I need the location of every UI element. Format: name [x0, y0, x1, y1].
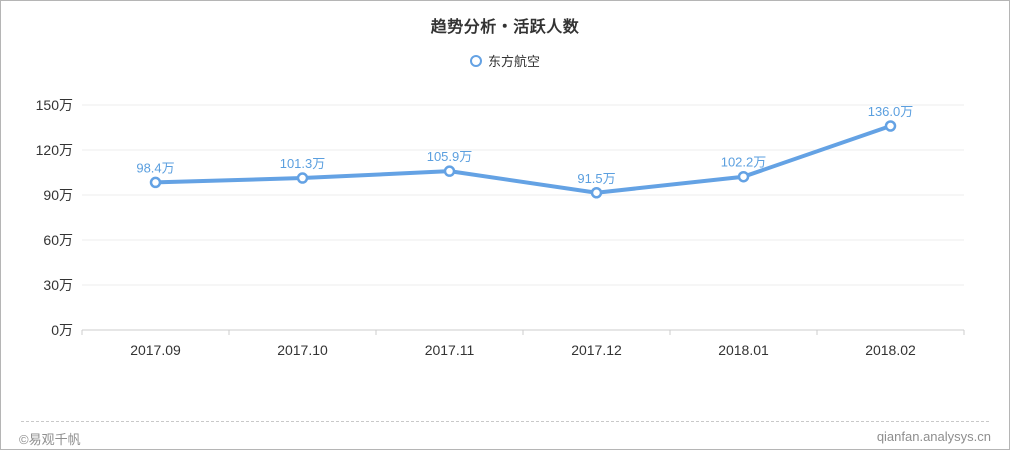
data-point[interactable] — [296, 172, 309, 184]
data-label: 98.4万 — [136, 160, 174, 175]
data-label: 102.2万 — [721, 155, 767, 170]
data-point[interactable] — [590, 187, 603, 199]
data-point[interactable] — [737, 170, 750, 183]
data-label: 91.5万 — [577, 171, 615, 186]
y-axis-label: 30万 — [43, 277, 73, 293]
series-line — [153, 124, 893, 195]
y-axis-label: 90万 — [43, 187, 73, 203]
legend-circle-icon — [469, 54, 482, 67]
y-axis-label: 0万 — [51, 322, 73, 338]
data-label: 101.3万 — [280, 156, 326, 171]
x-axis-label: 2017.10 — [277, 342, 328, 358]
x-axis-label: 2017.09 — [130, 342, 181, 358]
legend-row: 东方航空 — [1, 51, 1009, 70]
data-label: 105.9万 — [427, 149, 473, 164]
x-axis-label: 2018.02 — [865, 342, 916, 358]
site-link[interactable]: qianfan.analysys.cn — [876, 429, 991, 444]
data-point[interactable] — [443, 165, 456, 177]
y-axis-label: 60万 — [43, 232, 73, 248]
data-point[interactable] — [149, 176, 162, 189]
footer-divider — [21, 421, 989, 422]
x-axis-label: 2018.01 — [718, 342, 769, 358]
y-axis-label: 150万 — [36, 97, 73, 113]
x-axis-label: 2017.11 — [425, 342, 475, 358]
y-axis-label: 120万 — [36, 142, 73, 158]
copyright-text: ©易观千帆 — [19, 432, 81, 447]
data-label: 136.0万 — [868, 104, 914, 119]
x-axis-label: 2017.12 — [571, 342, 622, 358]
data-point[interactable] — [884, 120, 897, 132]
legend-item-dongfang[interactable]: 东方航空 — [469, 51, 540, 70]
legend-label: 东方航空 — [487, 54, 540, 69]
chart-title: 趋势分析・活跃人数 — [430, 19, 580, 36]
